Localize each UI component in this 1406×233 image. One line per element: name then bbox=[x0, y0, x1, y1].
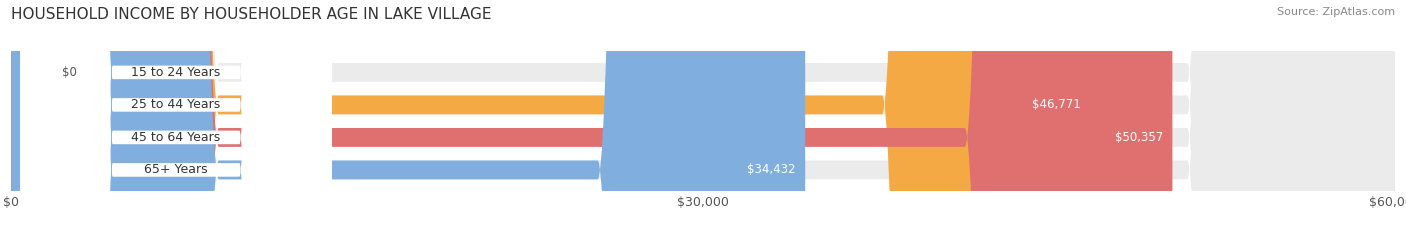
FancyBboxPatch shape bbox=[11, 0, 1395, 233]
FancyBboxPatch shape bbox=[11, 0, 806, 233]
FancyBboxPatch shape bbox=[11, 0, 1395, 233]
FancyBboxPatch shape bbox=[11, 0, 1395, 233]
FancyBboxPatch shape bbox=[11, 0, 1395, 233]
Text: 25 to 44 Years: 25 to 44 Years bbox=[132, 98, 221, 111]
FancyBboxPatch shape bbox=[21, 0, 332, 233]
Text: $50,357: $50,357 bbox=[1115, 131, 1163, 144]
Text: 45 to 64 Years: 45 to 64 Years bbox=[132, 131, 221, 144]
FancyBboxPatch shape bbox=[21, 0, 332, 233]
Text: Source: ZipAtlas.com: Source: ZipAtlas.com bbox=[1277, 7, 1395, 17]
FancyBboxPatch shape bbox=[11, 0, 1173, 233]
FancyBboxPatch shape bbox=[21, 0, 332, 233]
Text: $46,771: $46,771 bbox=[1032, 98, 1080, 111]
Text: $0: $0 bbox=[62, 66, 77, 79]
Text: 15 to 24 Years: 15 to 24 Years bbox=[132, 66, 221, 79]
FancyBboxPatch shape bbox=[11, 0, 1090, 233]
FancyBboxPatch shape bbox=[21, 0, 332, 233]
Text: HOUSEHOLD INCOME BY HOUSEHOLDER AGE IN LAKE VILLAGE: HOUSEHOLD INCOME BY HOUSEHOLDER AGE IN L… bbox=[11, 7, 492, 22]
Text: $34,432: $34,432 bbox=[748, 163, 796, 176]
Text: 65+ Years: 65+ Years bbox=[145, 163, 208, 176]
FancyBboxPatch shape bbox=[11, 0, 53, 233]
